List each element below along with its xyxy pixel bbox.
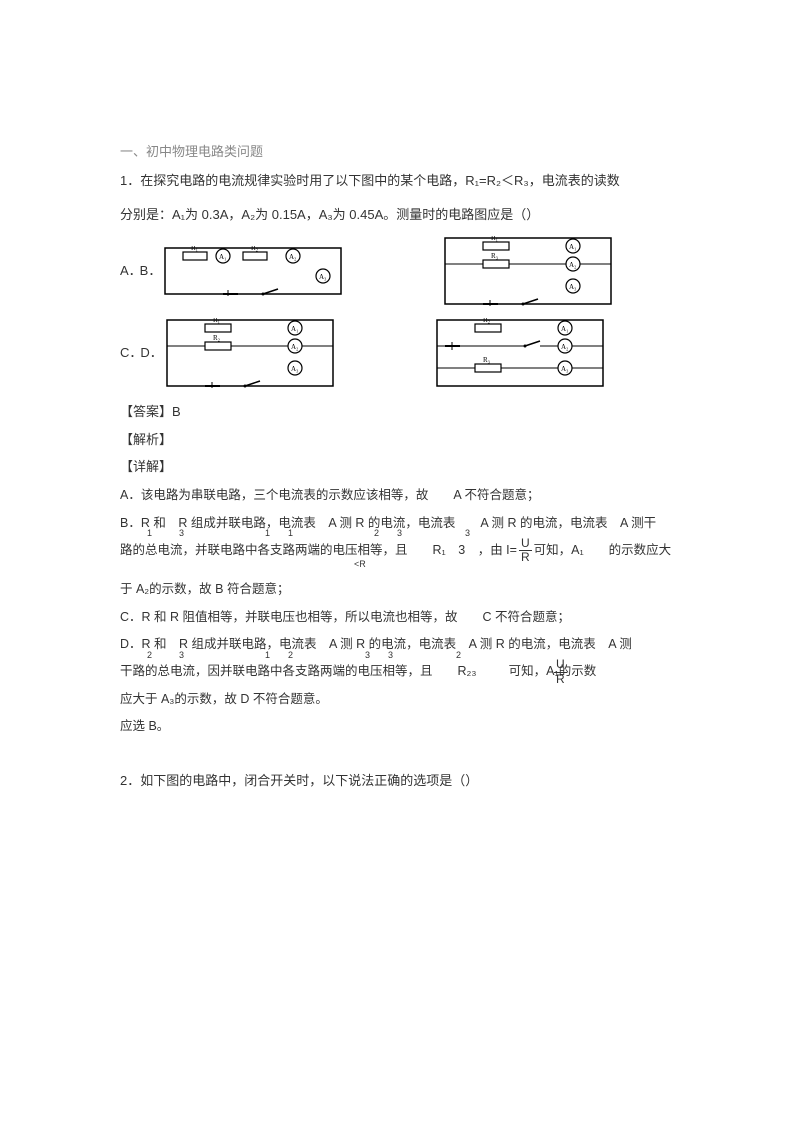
svg-text:R₁: R₁ [213,318,220,324]
circuit-diagram-d: R₂ A₁ A₂ R₃ A₃ [435,318,605,388]
final-answer: 应选 B。 [120,713,680,741]
svg-text:A₃: A₃ [561,365,569,373]
svg-text:R₁: R₁ [491,236,498,242]
detail-b-line3: 于 A₂的示数，故 B 符合题意； [120,576,680,604]
a3-label: A₃ [319,273,327,281]
fraction-u-r: U R [519,537,532,564]
section-title: 一、初中物理电路类问题 [120,140,680,163]
svg-text:A₁: A₁ [561,325,569,333]
option-row-cd: C． D． R₁ A₁ R₂ A₂ A₃ R₂ A₁ [120,318,680,388]
detail-d-line2: 干路的总电流，因并联电路中各支路两端的电压相等，且 R₂₃ U R 可知，A₁的… [120,658,680,686]
option-c-label: C． [120,341,142,364]
q2-stem: 2．如下图的电路中，闭合开关时，以下说法正确的选项是（） [120,769,680,792]
a1-label: A₁ [219,253,227,261]
svg-text:A₃: A₃ [291,365,299,373]
option-d-label-combined: D． [140,341,162,364]
r1-label: R₁ [191,246,198,252]
detail-b-l2-post: 可知，A₁ 的示数应大 [534,537,672,565]
detail-tag: 【详解】 [120,455,680,478]
detail-d-line3: 应大于 A₃的示数，故 D 不符合题意。 [120,686,680,714]
r2-label: R₂ [251,246,259,252]
detail-a: A．该电路为串联电路，三个电流表的示数应该相等，故 A 不符合题意； [120,482,680,510]
detail-b-line2: 路的总电流，并联电路中各支路两端的电压相等，且 R₁ 3 ，由 I= U R 可… [120,537,680,565]
circuit-diagram-c: R₁ A₁ R₂ A₂ A₃ [165,318,335,388]
answer-tag: 【答案】 [120,404,172,419]
detail-b-l2-pre: 路的总电流，并联电路中各支路两端的电压相等，且 R₁ 3 ，由 I= [120,537,517,565]
answer-value: B [172,404,181,419]
svg-text:A₃: A₃ [569,283,577,291]
option-b-label-combined: B． [140,259,162,282]
svg-text:A₂: A₂ [291,343,299,351]
svg-text:R₃: R₃ [491,252,499,260]
detail-c: C．R 和 R 阻值相等，并联电压也相等，所以电流也相等，故 C 不符合题意； [120,604,680,632]
answer-block: 【答案】B 【解析】 【详解】 A．该电路为串联电路，三个电流表的示数应该相等，… [120,400,680,741]
svg-text:R₃: R₃ [483,356,491,364]
frac-den: R [519,551,532,564]
option-row-ab: A． B． R₁ A₁ R₂ A₂ A₃ R₁ A₁ R₃ A [120,236,680,306]
frac-num: U [519,537,532,551]
detail-d-l2-post: 可知，A₁的示数 [509,658,597,686]
detail-d-l2-pre: 干路的总电流，因并联电路中各支路两端的电压相等，且 R₂₃ [120,658,514,686]
svg-text:A₁: A₁ [291,325,299,333]
a2-label: A₂ [289,253,297,261]
svg-text:A₁: A₁ [569,243,577,251]
answer-line: 【答案】B [120,400,680,423]
svg-text:R₂: R₂ [213,334,221,342]
svg-text:A₂: A₂ [569,261,577,269]
option-a-label: A． [120,259,142,282]
q1-stem-line2: 分别是：A₁为 0.3A，A₂为 0.15A，A₃为 0.45A。测量时的电路图… [120,203,539,226]
q1-stem: 1．在探究电路的电流规律实验时用了以下图中的某个电路，R₁=R₂＜R₃，电流表的… [120,169,680,226]
circuit-diagram-b: R₁ A₁ R₃ A₂ A₃ [443,236,613,306]
detail-d-line1: D．R 和 R 组成并联电路，电流表 A 测 R 的电流，电流表 A 测 R 的… [120,631,680,658]
q1-stem-line1: 1．在探究电路的电流规律实验时用了以下图中的某个电路，R₁=R₂＜R₃，电流表的… [120,173,620,188]
detail-b-line1: B．R 和 R 组成并联电路，电流表 A 测 R 的电流，电流表 A 测 R 的… [120,510,680,537]
svg-text:R₂: R₂ [483,318,491,324]
svg-text:A₂: A₂ [561,343,569,351]
circuit-diagram-a: R₁ A₁ R₂ A₂ A₃ [163,246,343,296]
analysis-tag: 【解析】 [120,428,680,451]
